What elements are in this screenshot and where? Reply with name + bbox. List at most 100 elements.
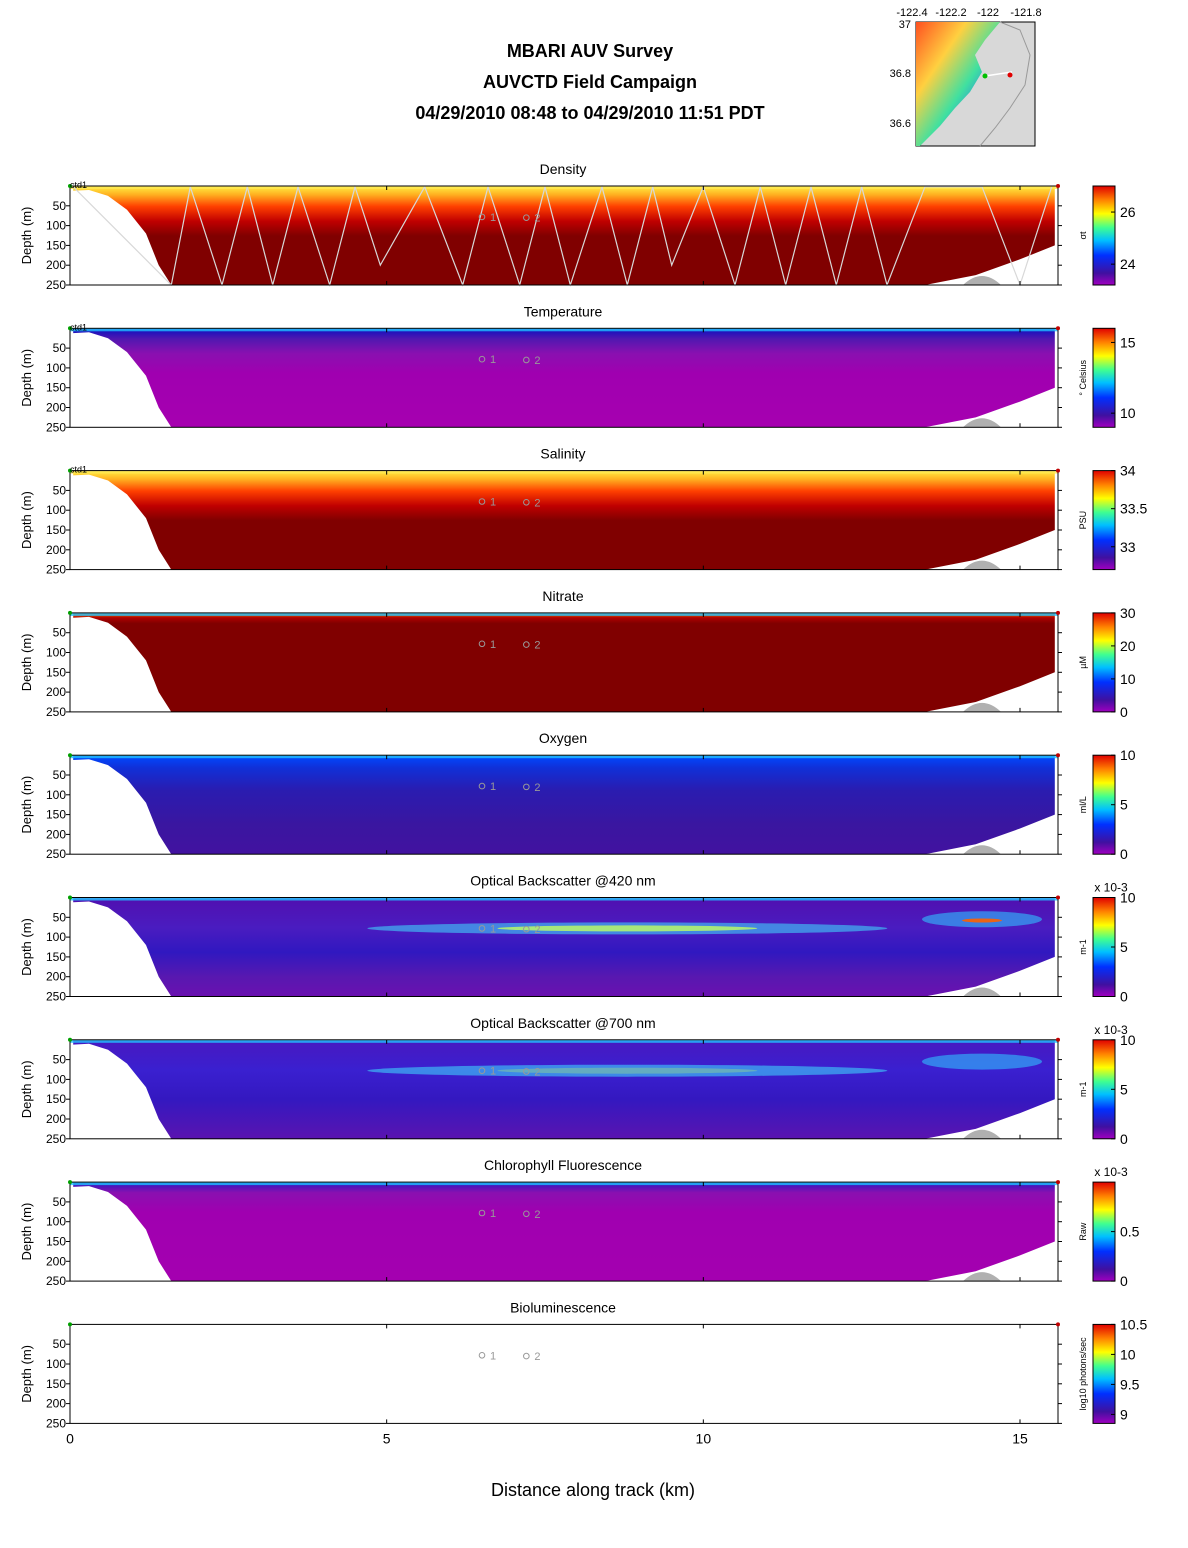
scattering-patch <box>922 1053 1042 1070</box>
x-tick-label: 15 <box>1012 1430 1028 1446</box>
y-tick-label: 250 <box>46 563 66 577</box>
y-axis-label: Depth (m) <box>19 776 34 834</box>
x-tick-label: 10 <box>696 1430 712 1446</box>
y-tick-label: 150 <box>46 808 66 822</box>
station-marker <box>523 214 530 221</box>
section-fill <box>73 756 1055 855</box>
y-tick-label: 250 <box>46 990 66 1004</box>
y-tick-label: 100 <box>46 503 66 517</box>
colorbar-tick-label: 9.5 <box>1120 1376 1140 1392</box>
y-tick-label: 250 <box>46 420 66 434</box>
track-end-marker <box>1056 468 1060 473</box>
y-tick-label: 100 <box>46 219 66 233</box>
plot-frame <box>69 897 1059 997</box>
x-axis-label: Distance along track (km) <box>491 1480 695 1500</box>
colorbar-units-label: PSU <box>1078 511 1088 530</box>
panel-title: Salinity <box>540 446 585 462</box>
track-start-marker <box>68 326 72 331</box>
colorbar-units-label: σt <box>1078 231 1088 240</box>
y-tick-label: 250 <box>46 1132 66 1146</box>
seamount <box>963 1129 1001 1139</box>
station-marker <box>478 498 486 505</box>
figure-header: MBARI AUV Survey AUVCTD Field Campaign 0… <box>300 36 880 129</box>
y-tick-label: 150 <box>46 1092 66 1106</box>
colorbar-tick-label: 10 <box>1120 1032 1136 1048</box>
station-marker <box>478 355 486 363</box>
panel-title: Nitrate <box>542 588 583 604</box>
station-marker <box>478 640 486 648</box>
station-marker <box>523 1352 530 1360</box>
panel-title: Chlorophyll Fluorescence <box>484 1157 642 1173</box>
plot-frame <box>69 1181 1059 1282</box>
colorbar-tick-label: 5 <box>1120 797 1128 813</box>
colorbar <box>1092 327 1116 428</box>
surface-band <box>70 755 1058 759</box>
inset-map-track <box>984 71 1013 77</box>
colorbar-tick-label: 0.5 <box>1120 1224 1140 1240</box>
inset-map-end-marker <box>1007 72 1013 78</box>
y-tick-label: 100 <box>46 646 66 660</box>
station-marker-label: 1 <box>490 923 496 935</box>
y-axis-label: Depth (m) <box>19 1203 34 1261</box>
track-end-marker <box>1056 1322 1060 1327</box>
colorbar <box>1092 612 1116 713</box>
colorbar-tick-label: 10.5 <box>1120 1316 1147 1332</box>
figure-time-range: 04/29/2010 08:48 to 04/29/2010 11:51 PDT <box>415 103 765 123</box>
y-tick-label: 250 <box>46 278 66 292</box>
inset-map-start-marker <box>982 73 988 79</box>
colorbar-tick-label: 9 <box>1120 1406 1128 1422</box>
panel-title: Optical Backscatter @700 nm <box>470 1015 655 1031</box>
y-axis-label: Depth (m) <box>19 918 34 976</box>
station-marker <box>478 782 486 790</box>
y-tick-label: 50 <box>53 910 67 924</box>
seamount <box>963 1272 1001 1282</box>
y-axis-label: Depth (m) <box>19 207 34 265</box>
y-tick-label: 150 <box>46 665 66 679</box>
y-tick-label: 200 <box>46 827 66 841</box>
y-tick-label: 100 <box>46 788 66 802</box>
map-lon-tick: -122.2 <box>935 7 966 19</box>
seamount <box>963 987 1001 997</box>
station-marker-label: 2 <box>534 355 540 367</box>
colorbar-tick-label: 0 <box>1120 704 1128 720</box>
panel-title: Density <box>540 161 587 177</box>
track-start-marker <box>68 610 72 615</box>
station-marker-label: 2 <box>534 782 540 794</box>
panel-title: Temperature <box>524 303 603 319</box>
colorbar-units-label: m-1 <box>1078 939 1088 955</box>
station-marker-label: 1 <box>490 1208 496 1220</box>
station-marker-label: 2 <box>534 1351 540 1363</box>
colorbar-tick-label: 33.5 <box>1120 501 1147 517</box>
y-tick-label: 150 <box>46 1235 66 1249</box>
track-start-marker <box>68 468 72 473</box>
x-tick-labels: 0 5 10 15 <box>66 1430 1028 1446</box>
x-tick-label: 5 <box>383 1430 391 1446</box>
track-end-marker <box>1056 326 1060 331</box>
station-marker-label: 2 <box>534 1209 540 1221</box>
colorbar-units-label: Raw <box>1078 1222 1088 1241</box>
y-tick-label: 250 <box>46 705 66 719</box>
panel-title: Oxygen <box>539 730 587 746</box>
seamount <box>963 418 1001 428</box>
colorbar-tick-label: 10 <box>1120 671 1136 687</box>
y-tick-label: 50 <box>53 1053 67 1067</box>
station-marker <box>523 641 530 648</box>
station-marker <box>478 925 486 932</box>
map-lat-tick: 36.6 <box>890 118 911 130</box>
station-marker-label: 2 <box>534 213 540 225</box>
colorbar-tick-label: 33 <box>1120 539 1136 555</box>
y-tick-label: 50 <box>53 1337 67 1351</box>
y-tick-label: 200 <box>46 970 66 984</box>
plot-frame <box>69 754 1059 855</box>
plot-frame <box>69 470 1059 571</box>
y-tick-label: 100 <box>46 1215 66 1229</box>
station-marker-label: 1 <box>490 354 496 366</box>
colorbar <box>1092 470 1116 571</box>
inset-map-coastline <box>979 21 1031 147</box>
y-axis-label: Depth (m) <box>19 634 34 692</box>
colorbar-tick-label: 5 <box>1120 1081 1128 1097</box>
station-marker <box>523 356 530 364</box>
colorbar-tick-label: 10 <box>1120 405 1136 421</box>
station-marker-label: 1 <box>490 1066 496 1078</box>
